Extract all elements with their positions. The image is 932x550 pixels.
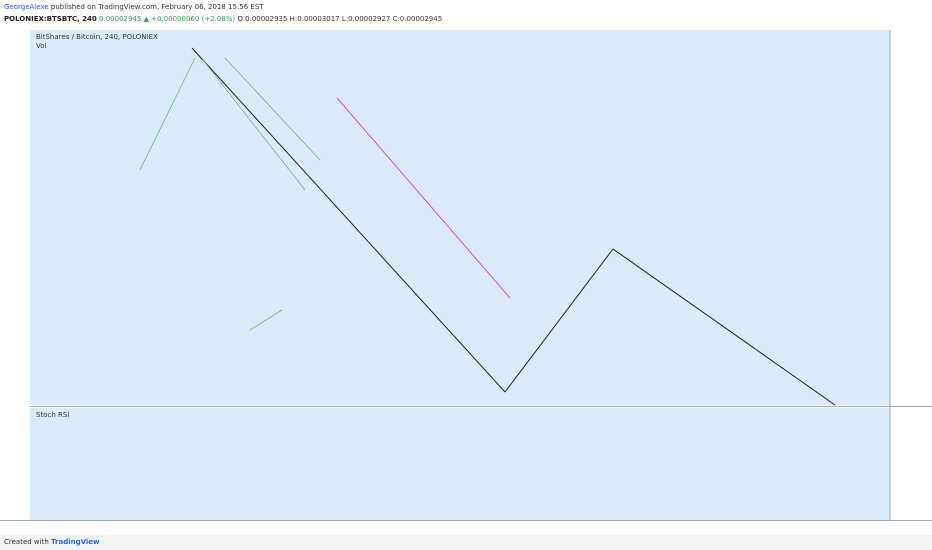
footer (0, 535, 932, 550)
channel-line (202, 59, 306, 191)
channel-line (249, 309, 283, 331)
footer-brand: TradingView (51, 538, 100, 546)
projection (504, 248, 836, 406)
footer-prefix: Created with (4, 538, 49, 546)
last-price: 0.00002945 (99, 15, 141, 23)
channel-line (139, 57, 196, 171)
trend-line (336, 97, 511, 299)
trend-line (191, 47, 506, 393)
main-pane (30, 30, 890, 405)
channel-line (224, 57, 321, 161)
drawings (139, 47, 836, 406)
symbol: POLONIEX:BTSBTC, 240 (4, 15, 97, 23)
header-line-2: POLONIEX:BTSBTC, 240 0.00002945 ▲ +0.000… (4, 15, 442, 23)
stoch-title: Stoch RSI (36, 411, 69, 419)
stoch-pane (30, 408, 890, 520)
published: published on TradingView.com, February 0… (51, 3, 264, 11)
change: ▲ +0.00000060 (+2.08%) (144, 15, 236, 23)
chart-legend: BitShares / Bitcoin, 240, POLONIEX (36, 33, 158, 41)
header-line-1: GeorgeAlexe published on TradingView.com… (4, 3, 264, 11)
volume-label: Vol (36, 42, 47, 50)
author: GeorgeAlexe (4, 3, 49, 11)
footer-text: Created with TradingView (4, 538, 100, 546)
ohlc: O:0.00002935 H:0.00003017 L:0.00002927 C… (237, 15, 442, 23)
